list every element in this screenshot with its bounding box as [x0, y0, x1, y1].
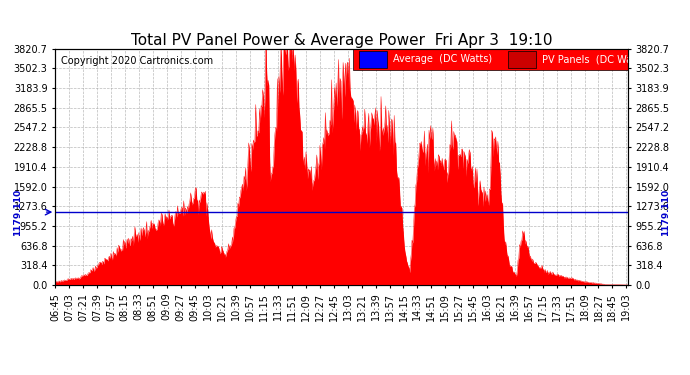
- Text: Average  (DC Watts): Average (DC Watts): [393, 54, 492, 64]
- Bar: [353, 49, 628, 70]
- Bar: [359, 51, 387, 68]
- Text: PV Panels  (DC Watts): PV Panels (DC Watts): [542, 54, 649, 64]
- Text: 1179.110: 1179.110: [660, 189, 669, 236]
- Bar: [508, 51, 536, 68]
- Title: Total PV Panel Power & Average Power  Fri Apr 3  19:10: Total PV Panel Power & Average Power Fri…: [131, 33, 552, 48]
- Text: 1179.110: 1179.110: [14, 189, 23, 236]
- Text: Copyright 2020 Cartronics.com: Copyright 2020 Cartronics.com: [61, 56, 213, 66]
